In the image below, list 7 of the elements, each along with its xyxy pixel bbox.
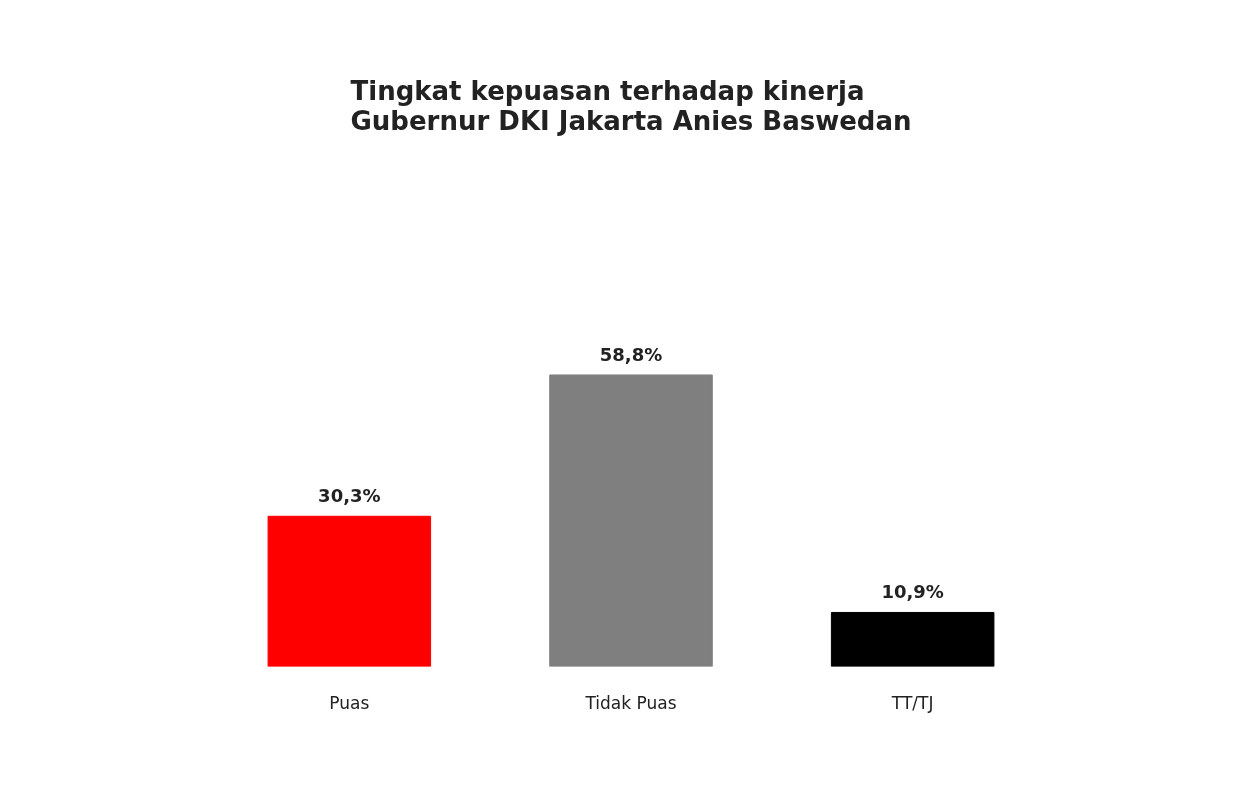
x-tick-label: TT/TJ	[890, 692, 934, 713]
data-label: 10,9%	[881, 581, 944, 603]
data-label: 58,8%	[599, 343, 663, 365]
x-tick-label: Puas	[329, 692, 370, 713]
chart-title: Tingkat kepuasan terhadap kinerja Gubernur DKI Jakarta Anies Baswedan	[350, 75, 912, 136]
x-tick-label: Tidak Puas	[584, 692, 677, 713]
data-label: 30,3%	[318, 485, 381, 507]
